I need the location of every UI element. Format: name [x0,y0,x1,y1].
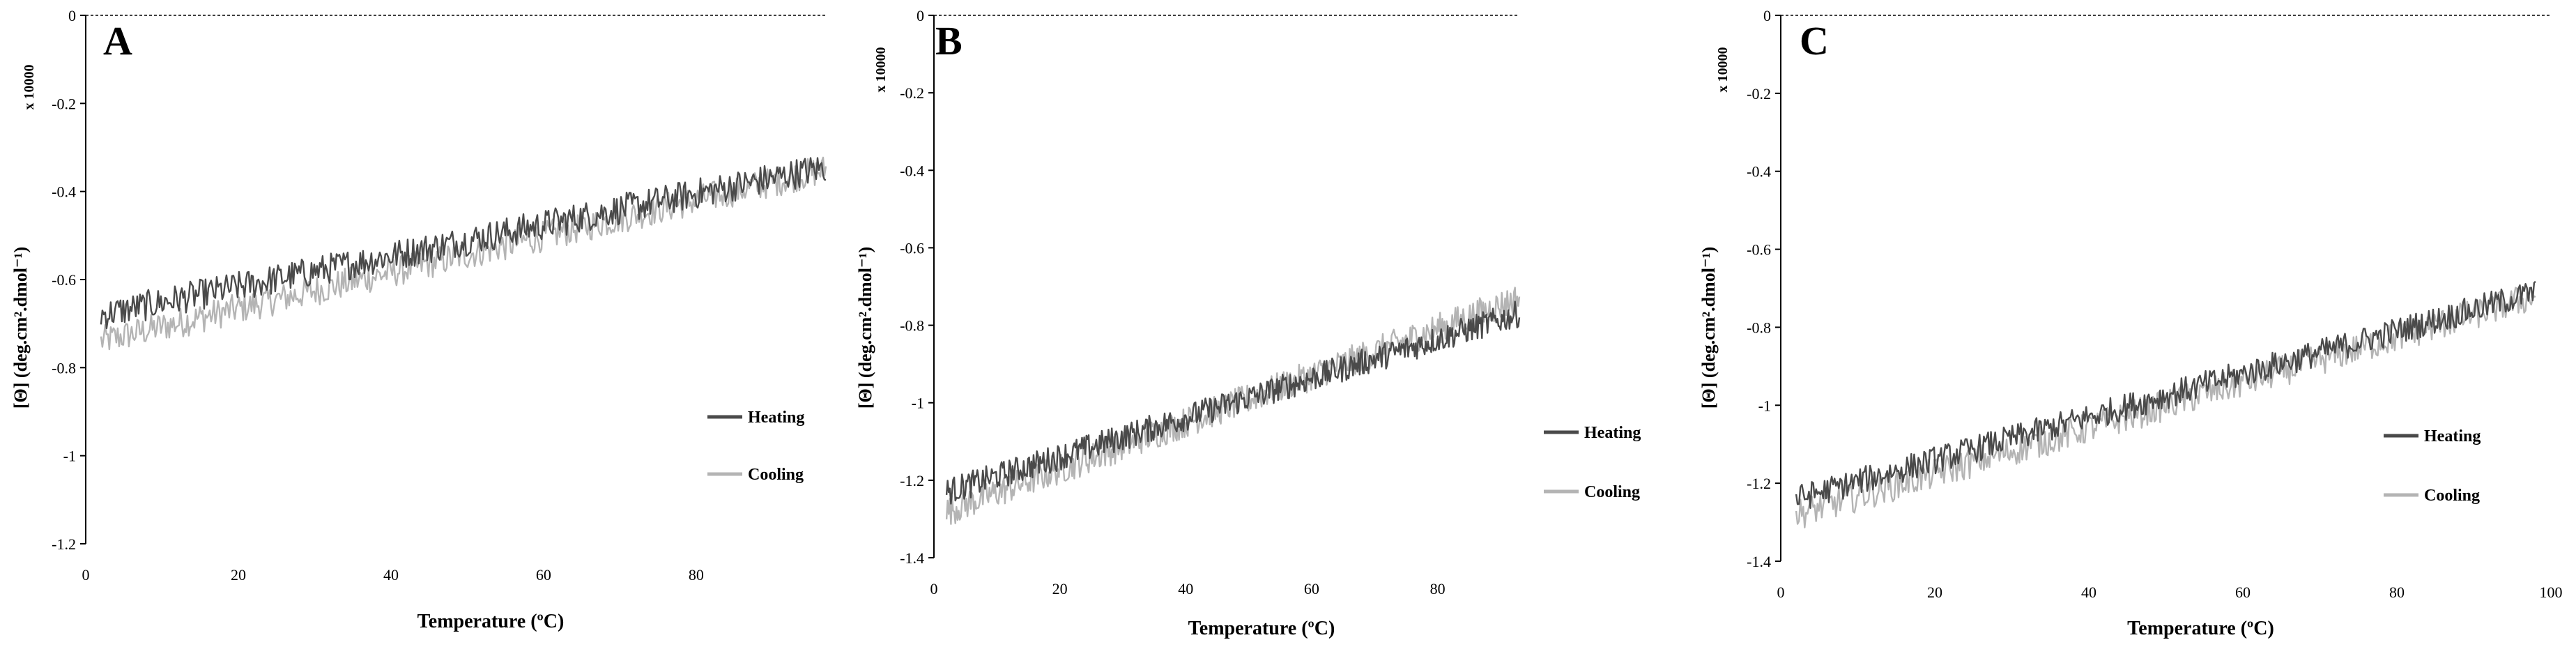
series-line-heating-c [1795,280,2536,509]
legend-label-cooling-b: Cooling [1584,483,1640,501]
x-tick-label-c: 40 [2081,584,2096,601]
panel-label-a: A [103,18,132,63]
y-tick-label-a: -1 [63,448,76,465]
y-multiplier-c: x 10000 [1715,47,1731,93]
x-axis-title-b: Temperature (ºC) [1188,618,1335,639]
legend-label-heating-c: Heating [2424,427,2481,445]
legend-label-heating-b: Heating [1584,424,1641,442]
x-tick-label-b: 60 [1304,580,1319,597]
y-tick-label-a: -0.8 [52,359,76,376]
x-tick-label-c: 20 [1927,584,1942,601]
y-axis-title-c: [Θ] (deg.cm².dmol⁻¹) [1699,247,1719,409]
x-tick-label-a: 0 [82,566,90,584]
series-line-heating-a [100,157,827,330]
y-tick-label-a: -0.2 [52,95,76,112]
y-axis-title-a: [Θ] (deg.cm².dmol⁻¹) [10,247,31,409]
y-axis-title-b: [Θ] (deg.cm².dmol⁻¹) [855,247,875,409]
x-tick-label-a: 20 [231,566,246,584]
x-tick-label-c: 100 [2540,584,2563,601]
y-tick-label-c: -0.6 [1747,241,1771,259]
x-tick-label-b: 80 [1430,580,1446,597]
y-tick-label-b: -0.8 [900,317,924,335]
y-tick-label-a: -1.2 [52,535,76,553]
y-tick-label-a: 0 [68,7,76,24]
x-tick-label-c: 0 [1777,584,1785,601]
x-axis-title-c: Temperature (ºC) [2127,618,2274,639]
y-multiplier-b: x 10000 [873,47,889,93]
x-tick-label-a: 60 [536,566,551,584]
y-tick-label-a: -0.4 [52,183,76,201]
y-tick-label-b: 0 [917,7,924,24]
x-tick-label-a: 80 [689,566,704,584]
y-tick-label-b: -0.2 [900,84,924,102]
x-tick-label-c: 80 [2389,584,2405,601]
x-tick-label-b: 40 [1178,580,1193,597]
x-tick-label-a: 40 [383,566,399,584]
y-multiplier-a: x 10000 [22,65,37,110]
series-line-cooling-b [945,287,1521,525]
y-tick-label-c: -1.2 [1747,475,1771,492]
legend-label-cooling-a: Cooling [748,466,804,484]
y-tick-label-a: -0.6 [52,271,76,289]
y-tick-label-c: 0 [1763,7,1771,24]
x-tick-label-c: 60 [2235,584,2251,601]
panel-label-b: B [935,18,963,63]
legend-label-heating-a: Heating [748,409,804,427]
y-tick-label-b: -1.4 [900,549,924,567]
x-tick-label-b: 0 [930,580,938,597]
series-line-heating-b [945,300,1521,505]
y-tick-label-b: -1.2 [900,472,924,489]
y-tick-label-c: -0.4 [1747,163,1771,181]
y-tick-label-c: -1 [1758,397,1771,414]
x-tick-label-b: 20 [1052,580,1068,597]
y-tick-label-b: -0.4 [900,162,924,179]
x-axis-title-a: Temperature (ºC) [417,611,565,632]
y-tick-label-c: -0.2 [1747,85,1771,102]
y-tick-label-b: -0.6 [900,239,924,257]
legend-label-cooling-c: Cooling [2424,487,2480,505]
y-tick-label-c: -1.4 [1747,553,1771,570]
y-tick-label-b: -1 [912,395,924,412]
series-line-cooling-a [100,156,827,351]
panel-label-c: C [1800,18,1829,63]
y-tick-label-c: -0.8 [1747,319,1771,336]
